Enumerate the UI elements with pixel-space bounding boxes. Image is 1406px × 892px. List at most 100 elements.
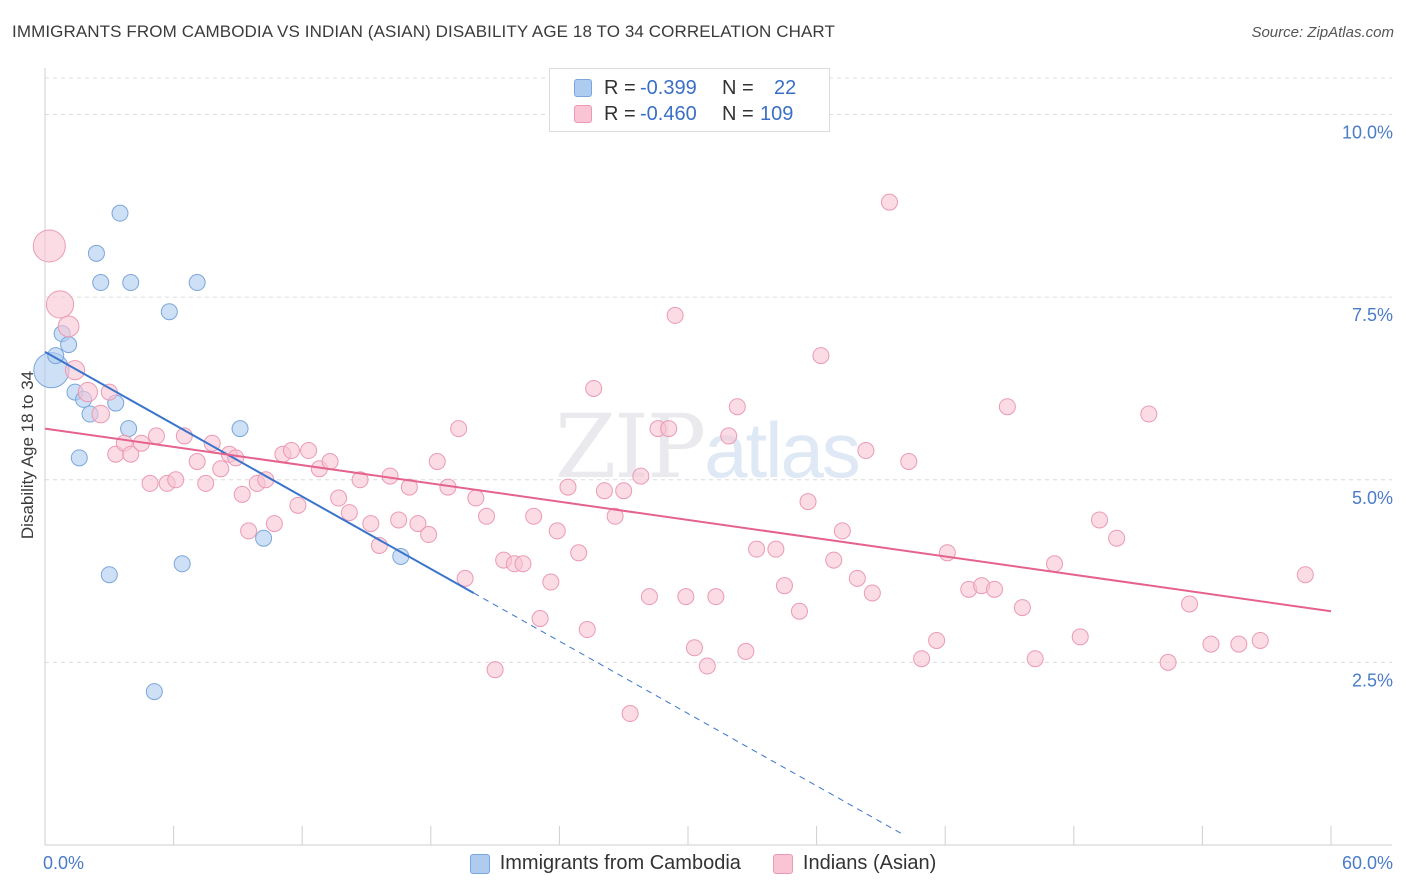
x-tick-label: 60.0% bbox=[1342, 853, 1393, 873]
indian-point bbox=[57, 315, 80, 338]
indian-point bbox=[1251, 631, 1269, 649]
legend-row-cambodia: R = -0.399 N = 22 bbox=[574, 75, 796, 101]
indian-point bbox=[1159, 653, 1177, 671]
indian-point bbox=[330, 489, 348, 507]
indian-point bbox=[1296, 566, 1314, 584]
cambodia-point bbox=[120, 420, 138, 438]
legend-swatch-blue bbox=[469, 853, 490, 874]
cambodia-point bbox=[173, 555, 191, 573]
indian-point bbox=[542, 573, 560, 591]
indian-point bbox=[913, 650, 931, 668]
indian-point bbox=[486, 661, 504, 679]
indian-point bbox=[833, 522, 851, 540]
indian-point bbox=[300, 442, 318, 460]
legend-r-label: R = bbox=[604, 102, 636, 125]
indian-point bbox=[559, 478, 577, 496]
indian-trend-line bbox=[44, 427, 1332, 613]
watermark: ZIPatlas bbox=[555, 395, 861, 498]
legend-item-cambodia: Immigrants from Cambodia bbox=[469, 852, 741, 875]
indian-point bbox=[1091, 511, 1109, 529]
cambodia-point bbox=[111, 204, 129, 222]
legend-label-indian: Indians (Asian) bbox=[802, 852, 937, 874]
indian-point bbox=[321, 453, 339, 470]
indian-point bbox=[467, 489, 485, 507]
legend-r-value: -0.399 bbox=[640, 76, 697, 99]
indian-point bbox=[640, 588, 658, 606]
indian-point bbox=[595, 482, 613, 500]
y-tick-label: 7.5% bbox=[1352, 305, 1393, 325]
indian-point bbox=[141, 474, 159, 492]
legend-row-indian: R = -0.460 N = 109 bbox=[574, 101, 793, 127]
indian-point bbox=[390, 511, 408, 529]
indian-point bbox=[289, 496, 307, 514]
series-legend: Immigrants from Cambodia Indians (Asian) bbox=[0, 852, 1406, 875]
indian-point bbox=[77, 382, 98, 403]
indian-point bbox=[351, 471, 369, 489]
cambodia-trend-line bbox=[44, 351, 475, 594]
indian-point bbox=[900, 453, 918, 470]
chart-title: IMMIGRANTS FROM CAMBODIA VS INDIAN (ASIA… bbox=[12, 22, 835, 41]
indian-point bbox=[456, 569, 474, 587]
indian-point bbox=[428, 453, 446, 470]
legend-r-value: -0.460 bbox=[640, 102, 697, 125]
indian-point bbox=[32, 229, 66, 263]
indian-point bbox=[790, 602, 808, 620]
indian-point bbox=[167, 471, 185, 489]
indian-point bbox=[265, 515, 283, 533]
legend-item-indian: Indians (Asian) bbox=[772, 852, 937, 875]
indian-point bbox=[282, 442, 300, 460]
x-tick-label: 0.0% bbox=[43, 853, 84, 873]
indian-point bbox=[1046, 555, 1064, 573]
legend-swatch-pink bbox=[772, 853, 793, 874]
indian-point bbox=[525, 507, 543, 525]
indian-point bbox=[197, 474, 215, 492]
legend-label-cambodia: Immigrants from Cambodia bbox=[499, 852, 741, 874]
legend-n-label: N = bbox=[722, 76, 754, 99]
indian-point bbox=[409, 515, 427, 533]
indian-point bbox=[1181, 595, 1199, 613]
indian-point bbox=[514, 555, 532, 573]
indian-point bbox=[233, 485, 251, 503]
indian-point bbox=[1230, 635, 1248, 653]
indian-point bbox=[737, 642, 755, 660]
correlation-legend: R = -0.399 N = 22 R = -0.460 N = 109 bbox=[549, 68, 830, 132]
indian-point bbox=[728, 398, 746, 416]
indian-point bbox=[240, 522, 258, 540]
indian-point bbox=[45, 290, 75, 319]
indian-point bbox=[928, 631, 946, 649]
indian-point bbox=[621, 705, 639, 723]
legend-swatch-pink bbox=[574, 105, 592, 123]
indian-point bbox=[685, 639, 703, 657]
legend-swatch-blue bbox=[574, 79, 592, 97]
indian-point bbox=[880, 193, 898, 211]
y-axis-label: Disability Age 18 to 34 bbox=[18, 370, 37, 540]
indian-point bbox=[660, 420, 678, 438]
cambodia-point bbox=[100, 566, 118, 584]
indian-point bbox=[400, 478, 418, 496]
indian-point bbox=[666, 306, 684, 324]
indian-point bbox=[812, 347, 830, 365]
indian-point bbox=[1026, 650, 1044, 668]
cambodia-trend-extension bbox=[473, 592, 903, 835]
indian-point bbox=[857, 442, 875, 460]
legend-n-value: 109 bbox=[760, 102, 794, 125]
indian-point bbox=[1202, 635, 1220, 653]
indian-point bbox=[91, 404, 111, 424]
chart-source: Source: ZipAtlas.com bbox=[1251, 24, 1394, 41]
cambodia-point bbox=[160, 303, 178, 321]
indian-point bbox=[698, 657, 716, 675]
indian-point bbox=[570, 544, 588, 562]
cambodia-point bbox=[92, 274, 110, 292]
indian-point bbox=[147, 427, 165, 445]
indian-point bbox=[998, 398, 1016, 416]
cambodia-point bbox=[255, 529, 273, 547]
indian-point bbox=[707, 588, 725, 606]
indian-point bbox=[212, 460, 230, 478]
legend-n-label: N = bbox=[722, 102, 754, 125]
indian-point bbox=[606, 507, 624, 525]
indian-point bbox=[863, 584, 881, 602]
indian-point bbox=[1140, 405, 1158, 423]
cambodia-point bbox=[60, 336, 78, 354]
indian-point bbox=[848, 569, 866, 587]
